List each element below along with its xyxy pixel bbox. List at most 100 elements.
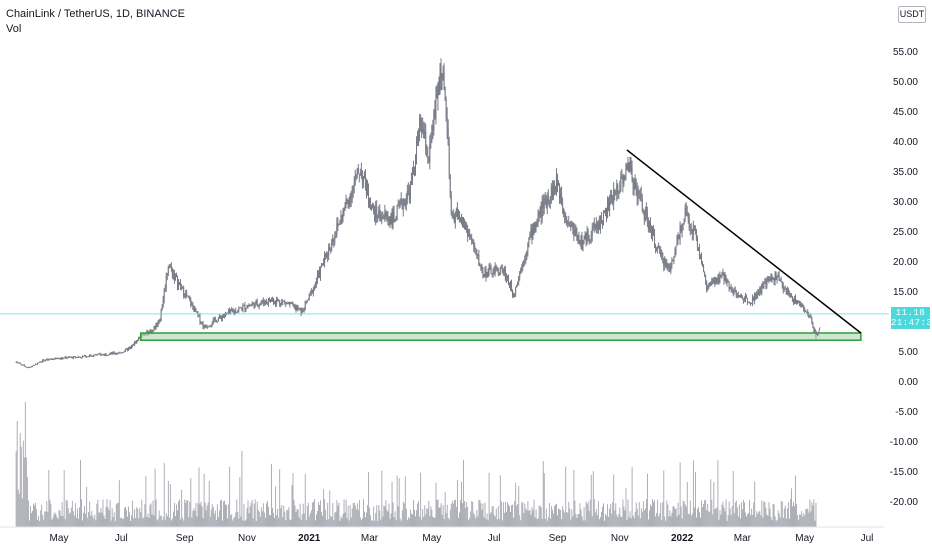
volume-bar xyxy=(283,505,285,527)
volume-bar xyxy=(602,506,603,527)
candle-body xyxy=(186,293,188,297)
volume-bar xyxy=(527,500,529,527)
candle-body xyxy=(575,228,577,234)
volume-bar xyxy=(423,516,425,527)
candle-body xyxy=(305,301,307,303)
candle-body xyxy=(756,294,758,299)
volume-bar xyxy=(38,515,40,527)
volume-bar xyxy=(232,520,234,527)
volume-bar xyxy=(793,502,794,527)
volume-bar xyxy=(767,515,769,527)
volume-bar xyxy=(49,499,51,527)
last-price-value: 11.18 xyxy=(895,308,926,318)
volume-bar xyxy=(355,509,357,527)
candle-body xyxy=(97,354,99,356)
volume-histogram xyxy=(15,401,817,527)
volume-bar xyxy=(606,515,608,527)
volume-bar xyxy=(22,440,24,527)
candle-body xyxy=(35,363,37,366)
volume-bar xyxy=(96,503,98,527)
candle-body xyxy=(663,258,665,266)
volume-bar xyxy=(583,506,585,527)
volume-bar xyxy=(744,502,745,527)
volume-bar xyxy=(739,518,741,527)
candle-body xyxy=(568,222,570,224)
volume-bar xyxy=(385,500,387,527)
volume-bar xyxy=(547,517,549,527)
volume-bar xyxy=(244,520,246,527)
candle-body xyxy=(537,215,539,221)
volume-bar xyxy=(311,502,313,527)
candle-body xyxy=(201,322,203,324)
candle-body xyxy=(49,358,51,360)
candle-body xyxy=(139,337,141,339)
volume-bar xyxy=(545,508,547,527)
time-axis[interactable]: May Jul Sep Nov 2021 Mar May Jul Sep Nov 2022 Mar Ma… xyxy=(0,526,884,544)
candle-body xyxy=(220,316,222,320)
price-axis[interactable]: 55.0050.0045.0040.0035.0030.0025.0020.00… xyxy=(890,47,919,508)
volume-bar xyxy=(189,501,191,527)
volume-bar xyxy=(145,475,147,527)
candle-body xyxy=(812,321,814,327)
candle-body xyxy=(221,316,223,320)
volume-bar xyxy=(114,520,116,527)
candle-body xyxy=(365,186,367,196)
volume-bar xyxy=(755,517,757,527)
volume-bar xyxy=(393,517,395,527)
volume-bar xyxy=(81,499,82,527)
candle-body xyxy=(752,297,754,304)
volume-bar xyxy=(742,499,744,527)
candle-body xyxy=(60,357,62,360)
candle-body xyxy=(21,364,23,366)
volume-bar xyxy=(296,508,298,527)
volume-bar xyxy=(313,499,315,527)
volume-bar xyxy=(396,475,398,527)
arrow-annotation[interactable] xyxy=(812,326,821,337)
volume-bar xyxy=(625,488,627,527)
currency-button[interactable]: USDT xyxy=(898,6,926,23)
time-tick-label: Sep xyxy=(176,533,194,544)
volume-bar xyxy=(250,502,252,527)
trendline[interactable] xyxy=(626,149,862,334)
volume-bar xyxy=(479,500,481,527)
candle-body xyxy=(800,303,802,306)
candle-body xyxy=(576,233,578,241)
volume-bar xyxy=(223,501,224,527)
candle-body xyxy=(46,359,48,361)
candle-body xyxy=(530,228,532,236)
volume-bar xyxy=(340,516,342,527)
volume-bar xyxy=(759,510,761,527)
candle-body xyxy=(188,295,190,299)
volume-bar xyxy=(535,509,537,527)
volume-bar xyxy=(271,463,272,527)
volume-bar xyxy=(683,501,685,527)
candle-body xyxy=(180,282,182,288)
volume-bar xyxy=(511,505,513,527)
candle-body xyxy=(199,315,201,323)
volume-bar xyxy=(41,504,43,527)
support-zone[interactable] xyxy=(139,332,862,341)
candle-body xyxy=(50,358,52,360)
volume-bar xyxy=(316,514,317,527)
volume-bar xyxy=(68,513,70,527)
volume-bar xyxy=(526,510,528,527)
candle-body xyxy=(203,325,205,328)
volume-bar xyxy=(52,517,54,527)
volume-bar xyxy=(419,516,421,527)
candle-body xyxy=(291,302,293,304)
volume-bar xyxy=(318,502,319,527)
candle-body xyxy=(366,185,368,196)
candle-body xyxy=(95,354,97,356)
volume-bar xyxy=(797,514,799,527)
candle-body xyxy=(461,219,463,225)
time-tick-label: Sep xyxy=(549,533,567,544)
volume-bar xyxy=(424,505,426,527)
candle-body xyxy=(407,190,409,192)
volume-bar xyxy=(58,509,60,527)
volume-bar xyxy=(566,512,568,527)
candle-body xyxy=(135,342,137,344)
candle-body xyxy=(267,298,269,304)
volume-bar xyxy=(252,518,254,527)
candle-body xyxy=(289,302,291,305)
